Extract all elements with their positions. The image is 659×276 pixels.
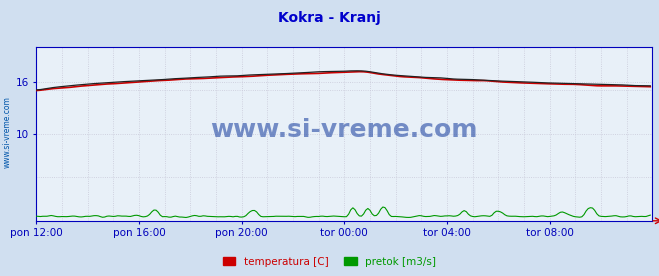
Text: www.si-vreme.com: www.si-vreme.com — [3, 97, 12, 168]
Text: www.si-vreme.com: www.si-vreme.com — [211, 118, 478, 142]
Legend: temperatura [C], pretok [m3/s]: temperatura [C], pretok [m3/s] — [219, 253, 440, 271]
Text: Kokra - Kranj: Kokra - Kranj — [278, 11, 381, 25]
